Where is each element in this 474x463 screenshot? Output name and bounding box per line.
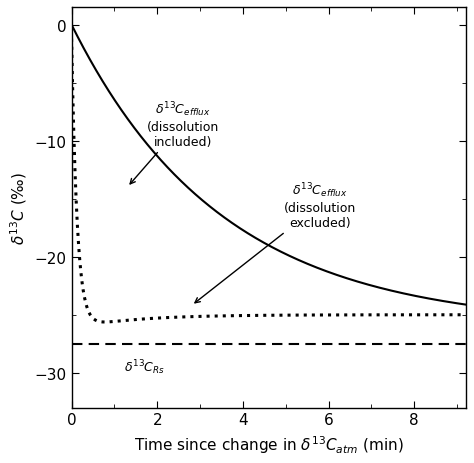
Text: $\delta^{13}C_{efflux}$
(dissolution
excluded): $\delta^{13}C_{efflux}$ (dissolution exc… xyxy=(195,181,356,303)
X-axis label: Time since change in $\delta^{13}C_{atm}$ (min): Time since change in $\delta^{13}C_{atm}… xyxy=(134,433,403,455)
Text: $\delta^{13}C_{Rs}$: $\delta^{13}C_{Rs}$ xyxy=(124,358,165,376)
Y-axis label: $\delta^{13}C$ (‰): $\delta^{13}C$ (‰) xyxy=(9,172,29,244)
Text: $\delta^{13}C_{efflux}$
(dissolution
included): $\delta^{13}C_{efflux}$ (dissolution inc… xyxy=(130,100,219,184)
